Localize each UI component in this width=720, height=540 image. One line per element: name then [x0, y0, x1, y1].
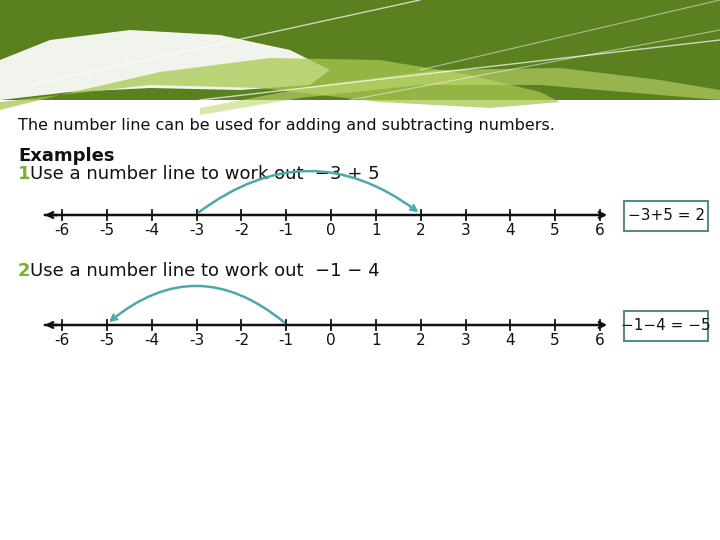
Text: 0: 0	[326, 223, 336, 238]
Text: Use a number line to work out  −3 + 5: Use a number line to work out −3 + 5	[30, 165, 379, 183]
Polygon shape	[0, 0, 720, 100]
Text: 2: 2	[416, 333, 426, 348]
Text: -3: -3	[189, 223, 204, 238]
Text: -1: -1	[279, 223, 294, 238]
Text: -1: -1	[279, 333, 294, 348]
Text: -3: -3	[189, 333, 204, 348]
Text: 5: 5	[550, 223, 560, 238]
Text: 4: 4	[505, 223, 515, 238]
Polygon shape	[0, 58, 560, 110]
Text: -5: -5	[99, 223, 114, 238]
Text: 6: 6	[595, 333, 605, 348]
Text: -4: -4	[144, 223, 159, 238]
Text: 2: 2	[416, 223, 426, 238]
FancyBboxPatch shape	[624, 201, 708, 231]
Text: −1−4 = −5: −1−4 = −5	[621, 319, 711, 334]
Text: The number line can be used for adding and subtracting numbers.: The number line can be used for adding a…	[18, 118, 555, 133]
Text: -4: -4	[144, 333, 159, 348]
Text: 4: 4	[505, 333, 515, 348]
Text: -2: -2	[234, 223, 249, 238]
Polygon shape	[0, 30, 330, 100]
Text: 1: 1	[371, 223, 381, 238]
Text: −3+5 = 2: −3+5 = 2	[628, 208, 704, 224]
Text: 2: 2	[18, 262, 30, 280]
Text: 3: 3	[461, 333, 470, 348]
Text: -2: -2	[234, 333, 249, 348]
Text: 6: 6	[595, 223, 605, 238]
Text: Examples: Examples	[18, 147, 114, 165]
Text: Use a number line to work out  −1 − 4: Use a number line to work out −1 − 4	[30, 262, 379, 280]
Text: -6: -6	[55, 223, 70, 238]
Polygon shape	[200, 68, 720, 115]
Text: 5: 5	[550, 333, 560, 348]
Text: 1: 1	[18, 165, 30, 183]
Text: 0: 0	[326, 333, 336, 348]
Text: 3: 3	[461, 223, 470, 238]
Text: -5: -5	[99, 333, 114, 348]
Text: -6: -6	[55, 333, 70, 348]
FancyBboxPatch shape	[624, 311, 708, 341]
Text: 1: 1	[371, 333, 381, 348]
